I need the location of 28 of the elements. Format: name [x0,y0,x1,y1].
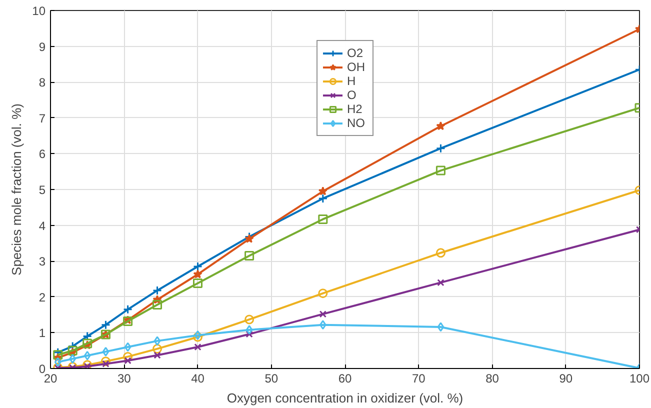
x-tick-label: 50 [264,372,278,386]
y-tick-label: 1 [38,326,46,340]
y-tick-label: 2 [38,290,46,304]
legend-label: H2 [347,102,364,116]
y-tick-label: 8 [38,76,46,90]
y-tick-label: 6 [38,147,46,162]
x-tick-label: 70 [412,372,426,386]
y-axis-title: Species mole fraction (vol. %) [9,104,24,276]
legend-label: NO [347,116,366,130]
x-tick-label: 90 [559,372,573,386]
x-tick-label: 20 [44,372,58,386]
x-tick-label: 60 [338,372,352,386]
x-tick-label: 40 [191,372,205,386]
y-tick-label: 4 [38,218,46,233]
y-tick-label: 9 [38,40,46,54]
y-tick-label: 3 [38,254,46,269]
x-axis-title: Oxygen concentration in oxidizer (vol. %) [226,390,464,406]
x-tick-label: 30 [117,372,132,386]
legend-label: OH [347,60,366,74]
y-tick-label: 10 [32,4,46,18]
x-tick-label: 100 [629,372,650,386]
x-tick-label: 80 [486,372,500,386]
y-tick-label: 7 [38,111,46,126]
y-tick-label: 5 [38,183,46,197]
y-tick-label: 0 [38,362,46,376]
legend-label: H [347,74,357,88]
legend-label: O [347,88,358,102]
legend-label: O2 [347,46,364,60]
